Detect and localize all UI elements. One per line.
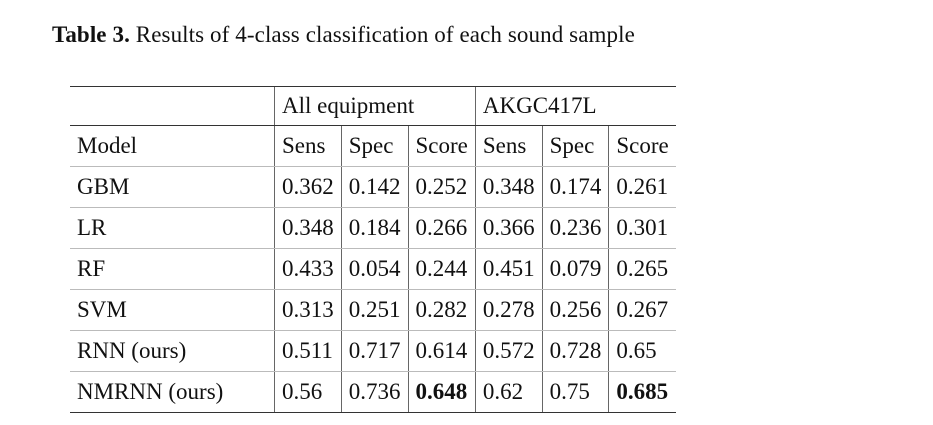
value-cell: 0.75 [541,371,609,413]
table-caption: Table 3. Results of 4-class classificati… [52,22,635,48]
caption-text: Results of 4-class classification of eac… [135,22,635,47]
table-row: SVM 0.313 0.251 0.282 0.278 0.256 0.267 [70,289,676,331]
model-name-cell: SVM [70,289,275,331]
column-header: Model [70,125,275,167]
table-body: GBM 0.362 0.142 0.252 0.348 0.174 0.261 LR 0.348… [70,166,676,413]
value-cell: 0.079 [541,248,609,290]
results-table: All equipment AKGC417L Model Sens Spec S… [70,86,676,413]
value-cell: 0.685 [608,371,676,413]
column-header-row: Model Sens Spec Score Sens Spec Score [70,125,676,167]
value-cell: 0.614 [407,330,476,372]
model-name-cell: GBM [70,166,275,208]
caption-label: Table 3. [52,22,130,47]
value-cell: 0.648 [407,371,476,413]
model-name-cell: RNN (ours) [70,330,275,372]
model-name-cell: LR [70,207,275,249]
table-row: NMRNN (ours) 0.56 0.736 0.648 0.62 0.75 0.685 [70,371,676,413]
table-row: RNN (ours) 0.511 0.717 0.614 0.572 0.728 0.65 [70,330,676,372]
group-header-row: All equipment AKGC417L [70,86,676,126]
value-cell: 0.348 [274,207,342,249]
column-header: Spec [541,125,609,167]
value-cell: 0.266 [407,207,476,249]
value-cell: 0.251 [340,289,408,331]
value-cell: 0.736 [340,371,408,413]
value-cell: 0.054 [340,248,408,290]
column-header: Score [608,125,676,167]
value-cell: 0.717 [340,330,408,372]
group-header-all-equipment: All equipment [274,86,476,126]
value-cell: 0.267 [608,289,676,331]
column-header: Spec [340,125,408,167]
column-header: Sens [274,125,342,167]
value-cell: 0.433 [274,248,342,290]
column-header: Score [407,125,476,167]
value-cell: 0.142 [340,166,408,208]
value-cell: 0.174 [541,166,609,208]
value-cell: 0.184 [340,207,408,249]
model-name-cell: RF [70,248,275,290]
value-cell: 0.261 [608,166,676,208]
group-header-empty [70,86,275,126]
value-cell: 0.366 [474,207,543,249]
value-cell: 0.728 [541,330,609,372]
value-cell: 0.348 [474,166,543,208]
value-cell: 0.252 [407,166,476,208]
column-header: Sens [474,125,543,167]
value-cell: 0.511 [274,330,342,372]
value-cell: 0.265 [608,248,676,290]
value-cell: 0.572 [474,330,543,372]
table-row: LR 0.348 0.184 0.266 0.366 0.236 0.301 [70,207,676,249]
table-row: GBM 0.362 0.142 0.252 0.348 0.174 0.261 [70,166,676,208]
value-cell: 0.282 [407,289,476,331]
value-cell: 0.62 [474,371,543,413]
value-cell: 0.256 [541,289,609,331]
model-name-cell: NMRNN (ours) [70,371,275,413]
value-cell: 0.65 [608,330,676,372]
value-cell: 0.56 [274,371,342,413]
value-cell: 0.313 [274,289,342,331]
value-cell: 0.362 [274,166,342,208]
value-cell: 0.301 [608,207,676,249]
value-cell: 0.236 [541,207,609,249]
value-cell: 0.244 [407,248,476,290]
group-header-akgc417l: AKGC417L [474,86,676,126]
table-row: RF 0.433 0.054 0.244 0.451 0.079 0.265 [70,248,676,290]
value-cell: 0.278 [474,289,543,331]
value-cell: 0.451 [474,248,543,290]
